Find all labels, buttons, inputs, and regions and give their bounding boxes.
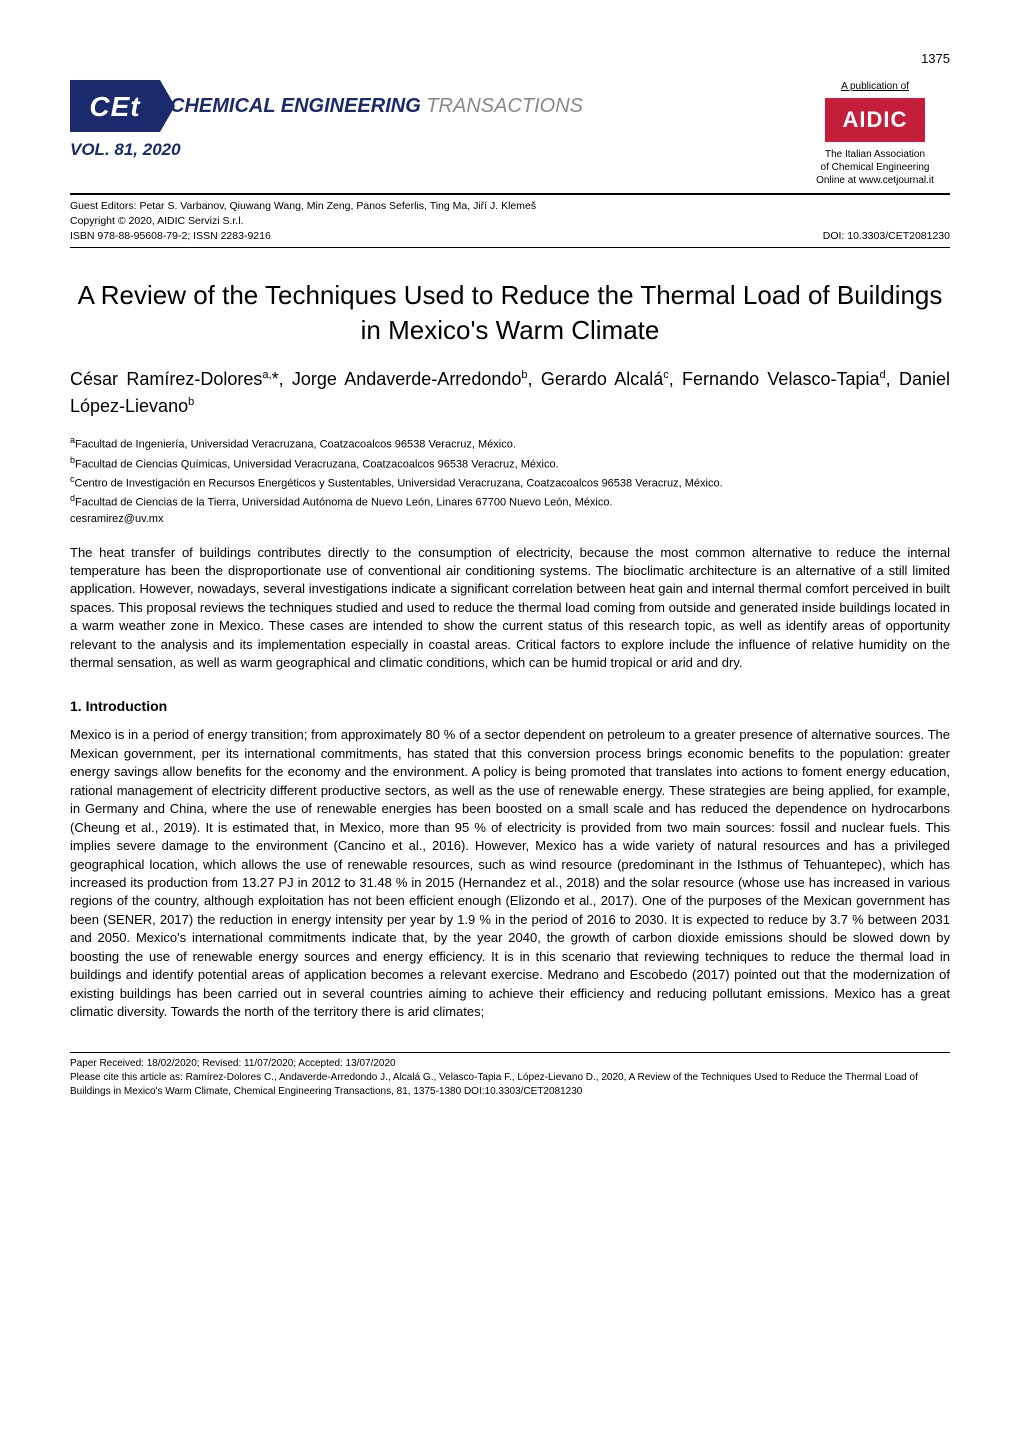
journal-title-sub: TRANSACTIONS <box>426 95 583 117</box>
aidic-logo-text: AIDIC <box>843 105 908 136</box>
header-divider-bottom <box>70 247 950 248</box>
footer-received: Paper Received: 18/02/2020; Revised: 11/… <box>70 1057 950 1071</box>
journal-title-main: CHEMICAL ENGINEERING <box>170 95 421 117</box>
article-title: A Review of the Techniques Used to Reduc… <box>70 278 950 348</box>
section-1-body: Mexico is in a period of energy transiti… <box>70 726 950 1021</box>
cet-logo-icon: CEt <box>70 80 160 132</box>
affiliation-line: cCentro de Investigación en Recursos Ene… <box>70 473 950 492</box>
journal-title: CHEMICAL ENGINEERING TRANSACTIONS <box>170 92 583 120</box>
section-1-heading: 1. Introduction <box>70 697 950 717</box>
corresponding-email: cesramirez@uv.mx <box>70 511 950 528</box>
cet-block: CEt CHEMICAL ENGINEERING TRANSACTIONS <box>70 80 583 132</box>
abstract-text: The heat transfer of buildings contribut… <box>70 544 950 673</box>
affiliation-line: dFacultad de Ciencias de la Tierra, Univ… <box>70 492 950 511</box>
copyright-line: Copyright © 2020, AIDIC Servizi S.r.l. <box>70 214 803 229</box>
footer-divider: Paper Received: 18/02/2020; Revised: 11/… <box>70 1052 950 1099</box>
assoc-line-3: Online at www.cetjournal.it <box>800 174 950 187</box>
association-text: The Italian Association of Chemical Engi… <box>800 148 950 187</box>
aidic-logo-icon: AIDIC <box>825 98 925 142</box>
page-number: 1375 <box>70 50 950 68</box>
editors-row: Guest Editors: Petar S. Varbanov, Qiuwan… <box>70 195 950 247</box>
publication-block: A publication of AIDIC The Italian Assoc… <box>800 80 950 187</box>
editors-left: Guest Editors: Petar S. Varbanov, Qiuwan… <box>70 199 803 243</box>
affiliation-line: bFacultad de Ciencias Químicas, Universi… <box>70 454 950 473</box>
cet-logo-text: CEt <box>89 87 140 126</box>
affiliation-line: aFacultad de Ingeniería, Universidad Ver… <box>70 434 950 453</box>
journal-block: CEt CHEMICAL ENGINEERING TRANSACTIONS VO… <box>70 80 583 168</box>
guest-editors: Guest Editors: Petar S. Varbanov, Qiuwan… <box>70 199 803 214</box>
authors-list: César Ramírez-Doloresa,*, Jorge Andaverd… <box>70 366 950 420</box>
isbn-issn-line: ISBN 978-88-95608-79-2; ISSN 2283-9216 <box>70 229 803 244</box>
volume-line: VOL. 81, 2020 <box>70 138 583 162</box>
doi-text: DOI: 10.3303/CET2081230 <box>803 229 950 244</box>
affiliations-block: aFacultad de Ingeniería, Universidad Ver… <box>70 434 950 527</box>
assoc-line-2: of Chemical Engineering <box>800 161 950 174</box>
header-row: CEt CHEMICAL ENGINEERING TRANSACTIONS VO… <box>70 80 950 187</box>
footer-citation: Please cite this article as: Ramírez-Dol… <box>70 1071 950 1099</box>
assoc-line-1: The Italian Association <box>800 148 950 161</box>
publication-of-label: A publication of <box>800 80 950 94</box>
